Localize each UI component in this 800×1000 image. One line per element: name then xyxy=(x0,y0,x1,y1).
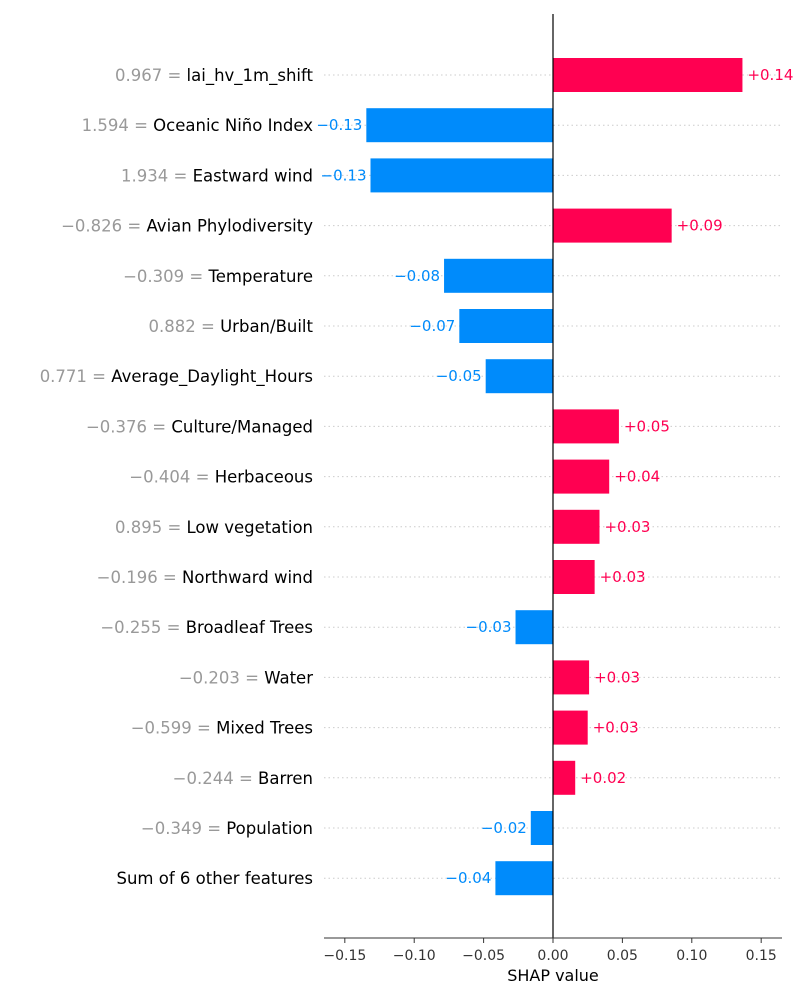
data-label: −0.03 xyxy=(466,618,512,636)
feature-label: 0.967 = lai_hv_1m_shift xyxy=(115,66,314,86)
feature-label: −0.244 = Barren xyxy=(173,769,313,788)
feature-name: Barren xyxy=(258,769,313,788)
data-label: +0.09 xyxy=(677,217,723,235)
x-tick-label: 0.10 xyxy=(676,948,707,964)
feature-label: −0.203 = Water xyxy=(179,668,313,687)
feature-label: −0.309 = Temperature xyxy=(123,267,313,286)
data-label: −0.05 xyxy=(436,367,482,385)
feature-label: Sum of 6 other features xyxy=(116,869,313,888)
feature-value: 0.771 = xyxy=(40,367,112,386)
feature-value: −0.826 = xyxy=(61,217,146,236)
feature-value: −0.599 = xyxy=(131,719,216,738)
x-tick-label: −0.10 xyxy=(393,948,436,964)
bar xyxy=(485,359,553,394)
bar xyxy=(530,811,553,845)
feature-label: −0.349 = Population xyxy=(141,819,313,838)
x-tick-label: 0.00 xyxy=(537,948,568,964)
x-tick-label: −0.15 xyxy=(323,948,366,964)
feature-labels: 0.967 = lai_hv_1m_shift 1.594 = Oceanic N… xyxy=(40,66,314,888)
data-label: +0.03 xyxy=(593,719,639,737)
feature-name: Culture/Managed xyxy=(171,417,313,436)
feature-label: −0.599 = Mixed Trees xyxy=(131,719,313,738)
bar xyxy=(515,610,553,645)
feature-name: Eastward wind xyxy=(193,166,313,185)
feature-name: Average_Daylight_Hours xyxy=(111,367,313,387)
feature-value: −0.196 = xyxy=(97,568,182,587)
feature-label: 0.771 = Average_Daylight_Hours xyxy=(40,367,313,387)
feature-name: Avian Phylodiversity xyxy=(146,217,313,236)
bars: +0.14 −0.13 −0.13 +0.09 −0.08 −0.07 −0.05 +0.05… xyxy=(316,58,793,896)
feature-label: −0.404 = Herbaceous xyxy=(129,468,313,487)
bar xyxy=(459,309,553,343)
bar xyxy=(553,560,595,594)
feature-label: 1.934 = Eastward wind xyxy=(121,166,313,185)
data-label: +0.03 xyxy=(604,518,650,536)
feature-name: Water xyxy=(264,668,313,687)
data-label: +0.03 xyxy=(600,568,646,586)
data-label: +0.04 xyxy=(614,468,660,486)
data-label: +0.14 xyxy=(747,66,793,84)
bar xyxy=(495,861,553,896)
bar xyxy=(553,710,588,745)
feature-label: 0.895 = Low vegetation xyxy=(115,518,313,537)
feature-name: Oceanic Niño Index xyxy=(153,116,313,135)
bar xyxy=(553,509,600,544)
feature-value: 0.882 = xyxy=(149,317,221,336)
feature-value: 1.594 = xyxy=(82,116,154,135)
feature-label: −0.196 = Northward wind xyxy=(97,568,313,587)
bar xyxy=(370,158,553,193)
x-axis: −0.15 −0.10 −0.05 0.00 0.05 0.10 0.15 SHAP val… xyxy=(323,937,782,985)
data-label: −0.07 xyxy=(409,317,455,335)
data-label: −0.02 xyxy=(481,819,527,837)
bar xyxy=(553,409,619,444)
feature-name: Low vegetation xyxy=(187,518,313,537)
feature-name: Northward wind xyxy=(182,568,313,587)
feature-label: −0.255 = Broadleaf Trees xyxy=(100,618,313,637)
bar xyxy=(553,660,590,695)
feature-name: Population xyxy=(226,819,313,838)
bar xyxy=(366,108,553,143)
x-tick-label: −0.05 xyxy=(462,948,505,964)
feature-value: −0.203 = xyxy=(179,668,264,687)
feature-value: −0.255 = xyxy=(100,618,185,637)
data-label: −0.13 xyxy=(316,116,362,134)
bar xyxy=(444,258,553,293)
feature-name: Broadleaf Trees xyxy=(186,618,313,637)
bar xyxy=(553,208,672,243)
x-tick-label: 0.05 xyxy=(607,948,638,964)
x-ticks: −0.15 −0.10 −0.05 0.00 0.05 0.10 0.15 xyxy=(323,938,777,964)
feature-label: −0.376 = Culture/Managed xyxy=(86,417,313,436)
data-label: −0.08 xyxy=(394,267,440,285)
data-label: −0.04 xyxy=(445,869,491,887)
x-axis-label: SHAP value xyxy=(507,966,599,985)
feature-value: −0.244 = xyxy=(173,769,258,788)
bar xyxy=(553,760,576,795)
feature-name: Sum of 6 other features xyxy=(116,869,313,888)
feature-label: −0.826 = Avian Phylodiversity xyxy=(61,217,313,236)
feature-name: lai_hv_1m_shift xyxy=(187,66,314,86)
feature-value: −0.404 = xyxy=(129,468,214,487)
feature-value: −0.376 = xyxy=(86,417,171,436)
data-label: +0.02 xyxy=(580,769,626,787)
data-label: +0.05 xyxy=(624,417,670,435)
feature-name: Herbaceous xyxy=(215,468,313,487)
feature-label: 1.594 = Oceanic Niño Index xyxy=(82,116,314,135)
feature-name: Urban/Built xyxy=(220,317,313,336)
feature-value: −0.349 = xyxy=(141,819,226,838)
bar xyxy=(553,58,743,92)
data-label: +0.03 xyxy=(594,668,640,686)
feature-value: −0.309 = xyxy=(123,267,208,286)
feature-value: 0.967 = xyxy=(115,66,187,85)
data-label: −0.13 xyxy=(321,166,367,184)
feature-value: 1.934 = xyxy=(121,166,193,185)
feature-name: Mixed Trees xyxy=(216,719,313,738)
feature-name: Temperature xyxy=(207,267,313,286)
feature-value: 0.895 = xyxy=(115,518,187,537)
x-tick-label: 0.15 xyxy=(746,948,777,964)
bar xyxy=(553,459,610,494)
feature-label: 0.882 = Urban/Built xyxy=(149,317,314,336)
